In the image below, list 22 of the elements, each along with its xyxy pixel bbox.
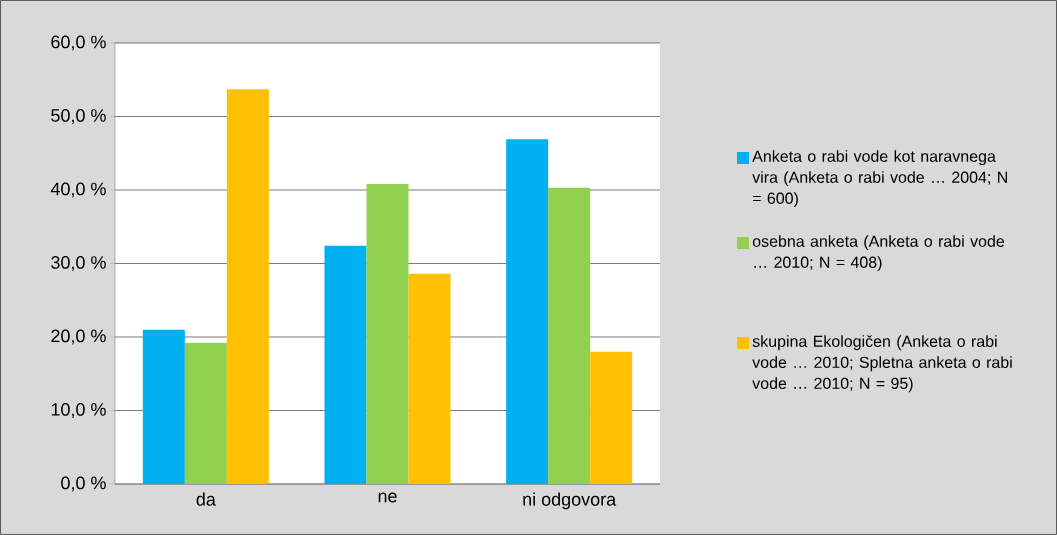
bar: [366, 184, 409, 484]
y-tick-label: 20,0 %: [51, 329, 106, 345]
bar: [184, 342, 227, 484]
legend-label: skupina Ekologičen (Anketa o rabi vode … 2010; Spletna anketa o rabi vode … 2010; N = 95): [752, 335, 1012, 393]
bar: [408, 273, 451, 484]
legend-label: osebna anketa (Anketa o rabi vode … 2010; N = 408): [752, 235, 1005, 272]
legend-label: Anketa o rabi vode kot naravnega vira (Anketa o rabi vode … 2004; N = 600): [752, 150, 1007, 208]
y-tick-label: 30,0 %: [51, 256, 106, 271]
y-tick-label: 60,0 %: [51, 35, 106, 51]
bar: [142, 329, 185, 484]
y-tick-label: 40,0 %: [50, 182, 106, 198]
bar: [324, 245, 367, 484]
y-tick-label: 10,0 %: [51, 403, 106, 418]
x-tick-label: ni odgovora: [523, 492, 617, 510]
bar: [506, 139, 549, 484]
y-tick-label: 50,0 %: [51, 109, 106, 124]
x-tick-label: ne: [378, 492, 397, 503]
bar: [226, 89, 269, 484]
bar: [548, 187, 591, 484]
bar: [590, 351, 633, 484]
x-tick-label: da: [196, 492, 216, 506]
y-tick-label: 0,0 %: [61, 476, 106, 492]
